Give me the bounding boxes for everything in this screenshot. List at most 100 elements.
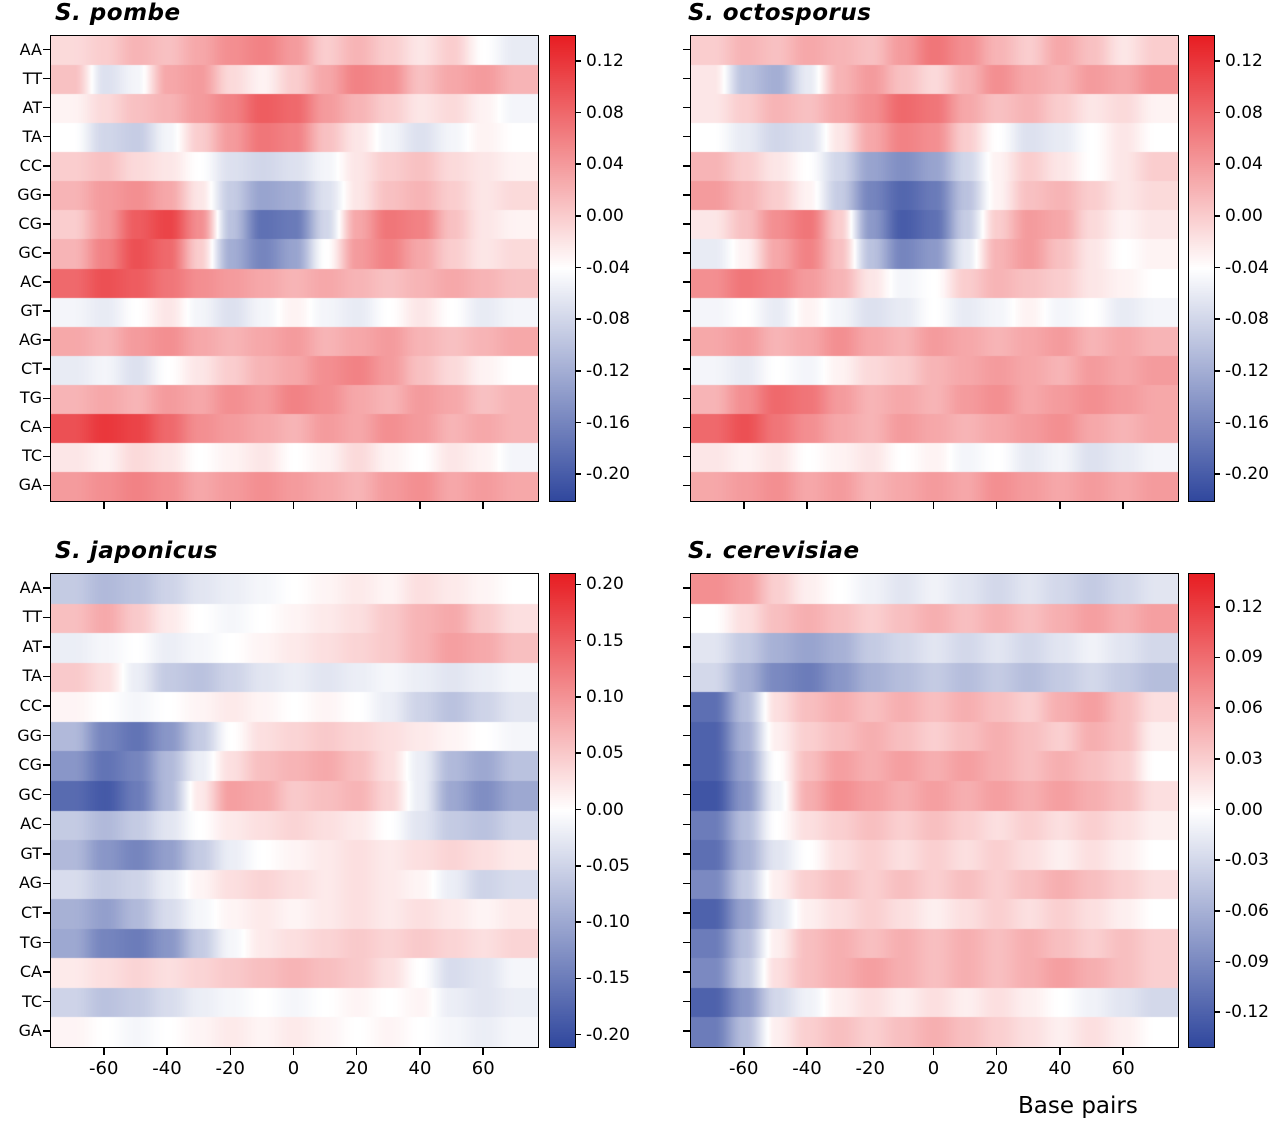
colorbar-tick-label: 0.03 <box>1225 748 1263 769</box>
colorbar-tick-mark <box>1215 370 1220 372</box>
y-tick-label: TC <box>21 446 42 466</box>
y-tick-mark <box>43 484 50 487</box>
colorbar-tick-mark <box>576 111 581 114</box>
colorbar-tick-label: 0.00 <box>1225 799 1263 820</box>
y-tick-label: AA <box>19 577 42 597</box>
y-tick-label: CG <box>18 755 42 775</box>
y-tick-mark <box>683 339 690 341</box>
colorbar-tick-label: -0.03 <box>1225 850 1269 871</box>
y-tick-label: AC <box>20 814 42 834</box>
colorbar-tick-label: 0.08 <box>586 102 624 123</box>
y-tick-label: GG <box>17 184 42 204</box>
y-tick-label: AA <box>19 39 42 59</box>
colorbar-tick-mark <box>1215 215 1220 217</box>
x-tick-mark <box>1122 1048 1124 1055</box>
colorbar-tick-mark <box>1215 859 1220 861</box>
colorbar-tick-label: -0.12 <box>1225 360 1269 381</box>
colorbar-octosporus <box>1188 35 1215 502</box>
y-tick-mark <box>683 223 690 225</box>
y-tick-mark <box>43 587 50 589</box>
colorbar-tick-mark <box>1215 163 1220 165</box>
x-tick-label: 0 <box>287 1058 300 1079</box>
y-tick-mark <box>43 223 50 225</box>
x-tick-mark <box>743 1048 745 1055</box>
y-tick-label: AG <box>18 873 42 893</box>
x-tick-mark <box>419 1048 421 1055</box>
y-tick-mark <box>683 426 690 429</box>
colorbar-tick-label: -0.09 <box>1225 951 1269 972</box>
y-tick-label: GA <box>18 1021 42 1041</box>
x-tick-label: -20 <box>855 1058 885 1079</box>
y-tick-label: TT <box>22 68 42 88</box>
colorbar-tick-mark <box>576 318 581 320</box>
panel-title-pombe: S. pombe <box>55 0 181 26</box>
y-tick-mark <box>683 397 690 400</box>
x-tick-mark <box>869 1048 871 1055</box>
y-tick-mark <box>43 426 50 429</box>
y-tick-label: CC <box>19 155 42 175</box>
colorbar-tick-mark <box>576 808 581 811</box>
y-tick-mark <box>683 135 690 138</box>
colorbar-tick-mark <box>576 60 581 62</box>
y-tick-mark <box>43 310 50 312</box>
y-tick-mark <box>683 705 690 707</box>
colorbar-tick-label: 0.10 <box>586 686 624 707</box>
colorbar-cerevisiae <box>1188 573 1215 1048</box>
x-tick-label: 40 <box>1048 1058 1072 1079</box>
y-tick-mark <box>683 455 690 458</box>
y-tick-mark <box>683 912 690 914</box>
colorbar-tick-mark <box>1215 473 1220 475</box>
x-tick-mark <box>229 502 231 509</box>
x-tick-mark <box>166 1048 168 1055</box>
y-tick-mark <box>683 281 690 283</box>
y-tick-mark <box>683 793 690 796</box>
colorbar-japonicus <box>549 573 576 1048</box>
y-tick-mark <box>43 281 50 283</box>
y-tick-label: AC <box>20 272 42 292</box>
x-tick-label: -40 <box>792 1058 822 1079</box>
y-tick-label: TC <box>21 991 42 1011</box>
colorbar-tick-label: -0.08 <box>586 309 630 330</box>
colorbar-tick-mark <box>1215 960 1220 963</box>
colorbar-tick-mark <box>1215 808 1220 811</box>
x-tick-mark <box>482 502 484 509</box>
y-tick-label: TT <box>22 607 42 627</box>
colorbar-tick-label: 0.20 <box>586 574 624 595</box>
y-tick-mark <box>683 941 690 944</box>
colorbar-tick-label: 0.12 <box>1225 50 1263 71</box>
x-tick-mark <box>103 1048 105 1055</box>
panel-title-octosporus: S. octosporus <box>688 0 872 26</box>
y-tick-mark <box>43 705 50 707</box>
y-tick-label: CT <box>21 902 42 922</box>
y-tick-mark <box>683 368 690 370</box>
colorbar-tick-mark <box>576 639 581 642</box>
y-tick-label: GA <box>18 475 42 495</box>
y-tick-label: CC <box>19 696 42 716</box>
y-tick-mark <box>43 1000 50 1003</box>
colorbar-tick-label: -0.16 <box>1225 412 1269 433</box>
y-tick-mark <box>683 484 690 487</box>
colorbar-tick-mark <box>576 583 581 585</box>
heatmap-canvas-cerevisiae <box>690 573 1179 1048</box>
colorbar-tick-label: -0.15 <box>586 968 630 989</box>
y-tick-mark <box>43 941 50 944</box>
x-tick-mark <box>1059 1048 1061 1055</box>
colorbar-tick-label: -0.20 <box>1225 464 1269 485</box>
colorbar-tick-mark <box>1215 266 1220 269</box>
x-tick-label: -20 <box>215 1058 245 1079</box>
x-tick-mark <box>292 502 295 509</box>
y-tick-mark <box>683 734 690 737</box>
x-axis-title: Base pairs <box>1018 1093 1138 1119</box>
y-tick-mark <box>43 135 50 138</box>
y-tick-label: CA <box>19 962 42 982</box>
colorbar-tick-mark <box>1215 707 1220 709</box>
x-tick-label: 0 <box>927 1058 940 1079</box>
x-tick-mark <box>806 1048 808 1055</box>
panel-title-japonicus: S. japonicus <box>55 538 218 564</box>
y-tick-mark <box>43 1030 50 1032</box>
y-tick-mark <box>683 77 690 80</box>
y-tick-label: TA <box>22 666 42 686</box>
colorbar-tick-mark <box>1215 1011 1220 1013</box>
y-tick-mark <box>43 793 50 796</box>
colorbar-tick-mark <box>1215 421 1220 424</box>
